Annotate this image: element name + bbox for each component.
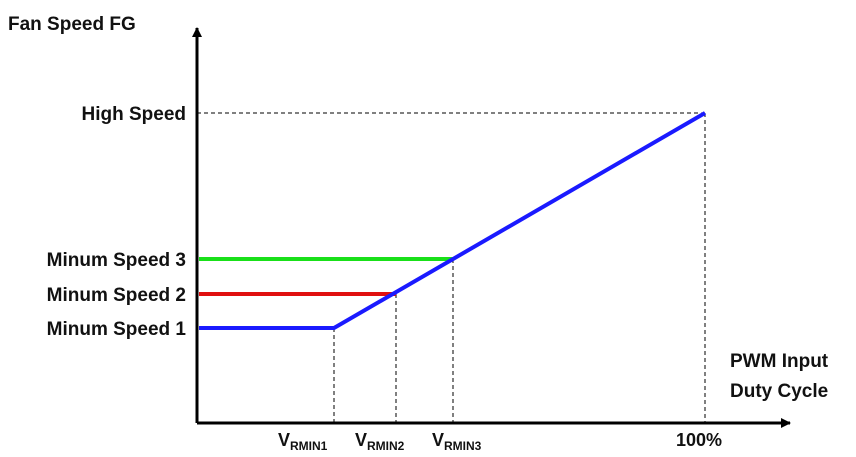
y-label-min2: Minum Speed 2 <box>47 285 186 306</box>
x-tick-full: 100% <box>676 430 722 450</box>
y-label-high: High Speed <box>81 104 186 125</box>
y-axis-label: Fan Speed FG <box>8 14 136 35</box>
x-tick-vrmin2: VRMIN2 <box>355 430 405 453</box>
x-axis-label-line1: PWM Input <box>730 351 829 372</box>
guide-lines <box>197 112 706 423</box>
y-label-min1: Minum Speed 1 <box>47 319 187 340</box>
x-tick-labels: VRMIN1 VRMIN2 VRMIN3 100% <box>278 430 722 453</box>
y-tick-labels: High Speed Minum Speed 3 Minum Speed 2 Minu… <box>47 104 187 340</box>
x-tick-vrmin3: VRMIN3 <box>432 430 482 453</box>
y-label-min3: Minum Speed 3 <box>47 250 186 271</box>
series-1-line <box>199 111 707 330</box>
series-layer <box>199 111 707 330</box>
x-axis-label-line2: Duty Cycle <box>730 381 828 402</box>
x-tick-vrmin1: VRMIN1 <box>278 430 328 453</box>
